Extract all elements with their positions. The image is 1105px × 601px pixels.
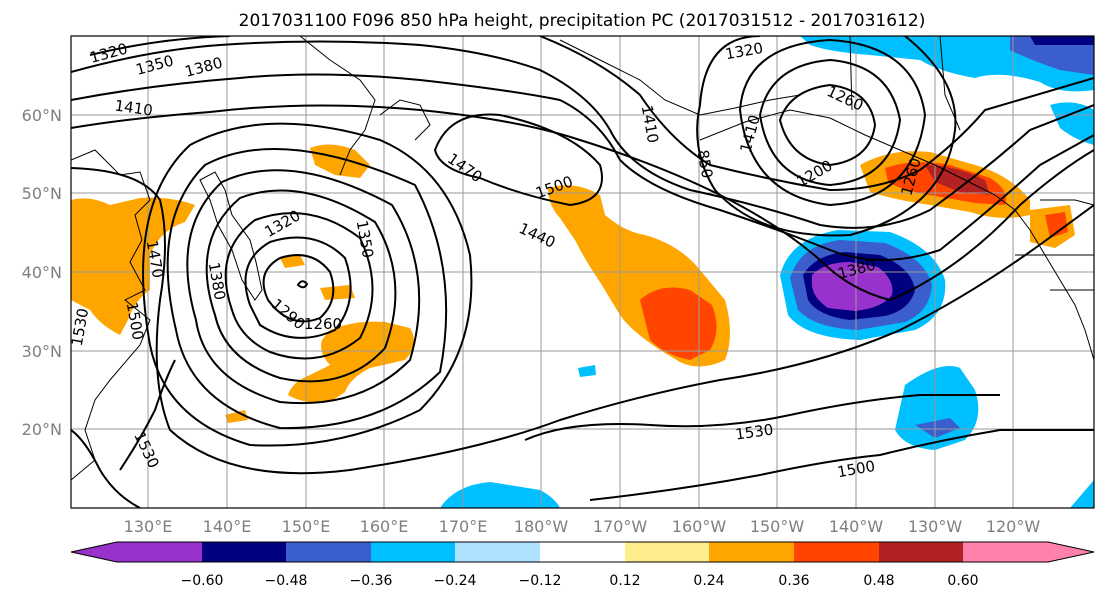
colorbar-swatch [1048, 542, 1094, 562]
lon-label: 130°W [908, 517, 963, 536]
lon-label: 120°W [986, 517, 1041, 536]
precip-neg-area [812, 262, 893, 311]
lat-label-20n: 20°N [22, 420, 62, 439]
precip-neg-area [1030, 36, 1094, 45]
colorbar-swatch [202, 542, 286, 562]
precip-neg-area [578, 365, 596, 377]
colorbar-tick: 0.48 [863, 573, 894, 589]
colorbar-swatch [709, 542, 794, 562]
precip-pos-area [225, 410, 248, 423]
precip-pos-area [288, 321, 414, 403]
precip-neg-area [915, 418, 960, 438]
colorbar-tick: 0.36 [778, 573, 809, 589]
colorbar-swatch [286, 542, 371, 562]
lon-label: 150°E [282, 517, 331, 536]
colorbar-swatch [625, 542, 709, 562]
lon-label: 160°W [672, 517, 727, 536]
contour-label: 1410 [114, 96, 154, 119]
colorbar-outline [70, 541, 1095, 563]
colorbar-swatches [71, 542, 1094, 562]
colorbar-swatch [117, 542, 202, 562]
map-frame [70, 35, 1095, 509]
precip-neg-area [1070, 480, 1094, 508]
precip-pos-area [320, 285, 355, 300]
contour-label: 850 [694, 148, 717, 179]
colorbar-tick: −0.60 [181, 573, 224, 589]
contour-label: 1260 [304, 315, 342, 333]
colorbar-tick: 0.24 [693, 573, 724, 589]
colorbar-tick: 0.12 [609, 573, 640, 589]
lon-label: 160°E [360, 517, 409, 536]
precip-neg-area [1050, 102, 1094, 145]
lat-label-60n: 60°N [22, 106, 62, 125]
colorbar-swatch [371, 542, 455, 562]
lat-labels: 60°N 50°N 40°N 30°N 20°N [22, 106, 62, 439]
colorbar-tick: −0.24 [434, 573, 477, 589]
precip-pos-area [280, 255, 305, 268]
colorbar-tick: −0.36 [350, 573, 393, 589]
lon-label: 170°W [593, 517, 648, 536]
colorbar: −0.60 −0.48 −0.36 −0.24 −0.12 0.12 0.24 … [70, 541, 1095, 589]
colorbar-swatch [71, 542, 117, 562]
lon-label: 150°W [750, 517, 805, 536]
contour-label: 1530 [68, 307, 92, 348]
lon-labels: 130°E 140°E 150°E 160°E 170°E 180°W 170°… [124, 517, 1041, 536]
colorbar-swatch [963, 542, 1048, 562]
lat-label-40n: 40°N [22, 263, 62, 282]
colorbar-tick: 0.60 [947, 573, 978, 589]
lon-label: 180°W [514, 517, 569, 536]
colorbar-swatch [879, 542, 963, 562]
lon-label: 140°W [829, 517, 884, 536]
lat-label-50n: 50°N [22, 184, 62, 203]
lon-label: 140°E [203, 517, 252, 536]
height-contours [71, 36, 1094, 508]
lat-label-30n: 30°N [22, 342, 62, 361]
precip-neg-area [1010, 36, 1094, 75]
precip-neg-area [440, 482, 560, 508]
colorbar-swatch [455, 542, 540, 562]
lon-label: 170°E [439, 517, 488, 536]
map-title: 2017031100 F096 850 hPa height, precipit… [239, 11, 926, 31]
lon-label: 130°E [124, 517, 173, 536]
colorbar-swatch [540, 542, 625, 562]
colorbar-swatch [794, 542, 879, 562]
colorbar-tick: −0.48 [265, 573, 308, 589]
map-panel: 1320 1350 1380 1410 1470 1500 1440 1410 … [68, 36, 1094, 508]
colorbar-ticks: −0.60 −0.48 −0.36 −0.24 −0.12 0.12 0.24 … [181, 573, 979, 589]
precip-pos-area [640, 287, 717, 360]
graticule [71, 36, 1094, 508]
colorbar-tick: −0.12 [519, 573, 562, 589]
contour-label: 1530 [734, 420, 774, 443]
precip-pos-area [1045, 212, 1068, 238]
precip-pos-area [310, 144, 370, 178]
